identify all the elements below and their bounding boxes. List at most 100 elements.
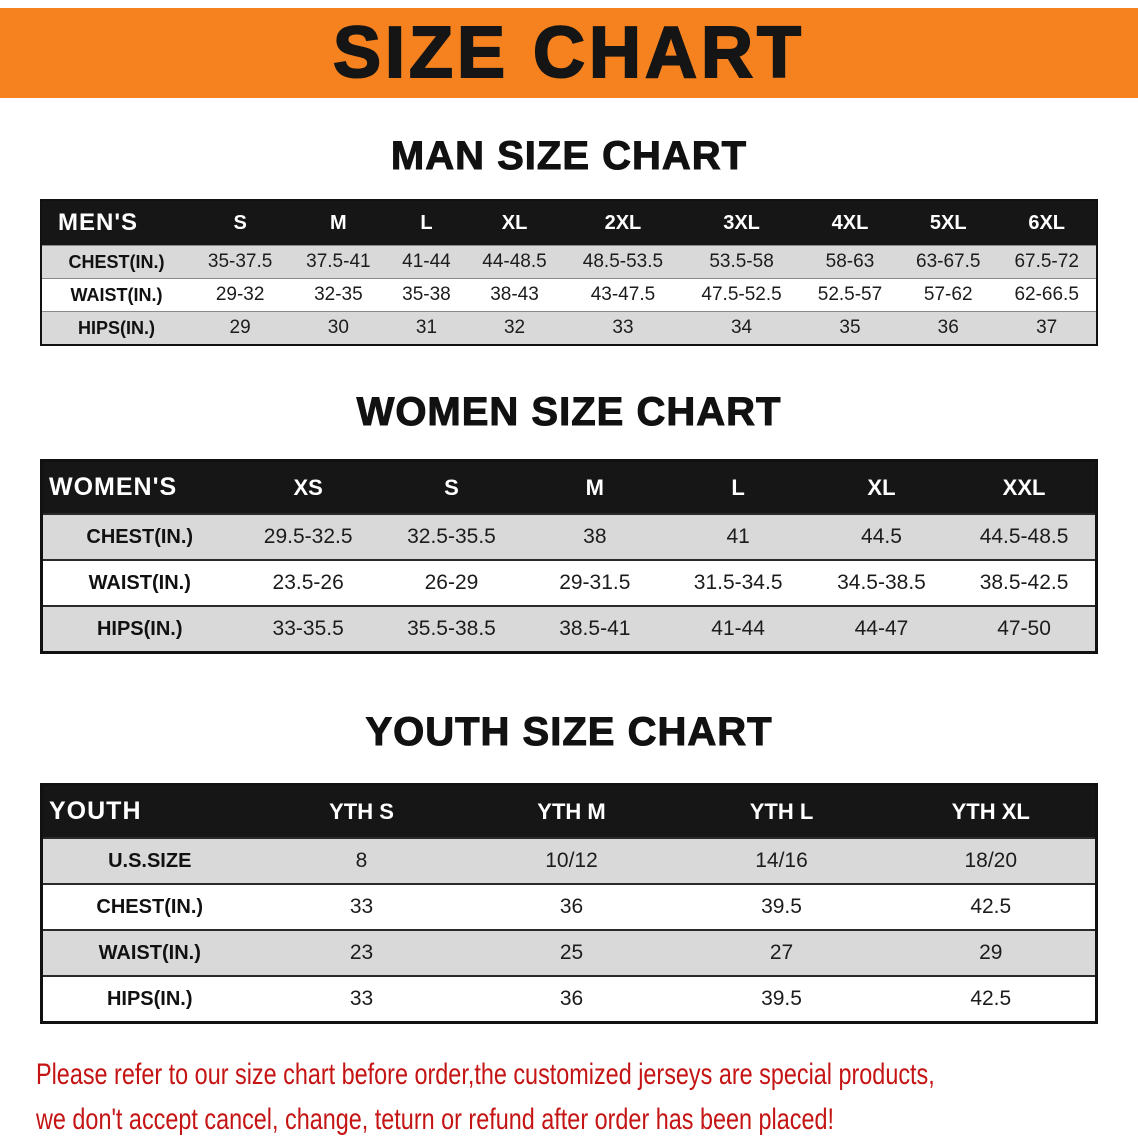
size-header-cell: L — [387, 200, 466, 246]
measurement-value-cell: 33-35.5 — [272, 617, 344, 640]
measurement-value-cell: 32 — [503, 317, 526, 338]
measurement-value-cell: 62-66.5 — [1014, 284, 1079, 305]
measurement-value-cell: 26-29 — [424, 571, 479, 594]
measurement-value-cell: 34 — [730, 317, 753, 338]
size-chart-page: SIZE CHART MAN SIZE CHART MEN'S S M L XL 2XL 3… — [0, 8, 1138, 1141]
table-header-row: WOMEN'S XS S M L XL XXL — [41, 460, 1097, 514]
measurement-value-cell: 58-63 — [825, 251, 875, 272]
size-header-cell: S — [191, 200, 290, 246]
measurement-value-cell: 31.5-34.5 — [693, 571, 783, 594]
size-header-cell: XL — [465, 200, 564, 246]
measurement-value-cell: 38-43 — [490, 284, 539, 305]
table-row: U.S.SIZE 8 10/12 14/16 18/20 — [41, 838, 1097, 884]
size-header-cell: M — [523, 460, 667, 514]
measurement-value-cell: 38 — [583, 525, 607, 548]
size-header-cell: 3XL — [682, 200, 801, 246]
youth-size-section: YOUTH SIZE CHART YOUTH YTH S YTH M YTH L YTH… — [0, 710, 1138, 1024]
measurement-label-cell: CHEST(IN.) — [86, 525, 194, 548]
measurement-value-cell: 38.5-41 — [559, 617, 631, 640]
measurement-value-cell: 27 — [769, 941, 794, 964]
measurement-value-cell: 37 — [1036, 317, 1058, 338]
size-header-cell: 4XL — [800, 200, 900, 246]
measurement-value-cell: 33 — [612, 317, 634, 338]
table-row: HIPS(IN.) 29 30 31 32 33 34 35 36 37 — [41, 311, 1097, 345]
size-header-cell: S — [379, 460, 524, 514]
measurement-value-cell: 52.5-57 — [817, 284, 883, 305]
size-header-cell: YTH S — [256, 784, 467, 838]
measurement-value-cell: 33 — [349, 895, 374, 918]
measurement-value-cell: 35 — [839, 317, 861, 338]
measurement-value-cell: 36 — [937, 317, 959, 338]
women-section-heading: WOMEN SIZE CHART — [356, 390, 782, 435]
table-row: CHEST(IN.) 33 36 39.5 42.5 — [41, 884, 1097, 930]
disclaimer-line-2: we don't accept cancel, change, teturn o… — [36, 1102, 834, 1136]
measurement-value-cell: 57-62 — [923, 284, 973, 305]
size-header-cell: L — [666, 460, 810, 514]
size-header-cell: YTH L — [676, 784, 887, 838]
measurement-value-cell: 34.5-38.5 — [837, 571, 926, 594]
size-header-cell: 2XL — [563, 200, 683, 246]
measurement-value-cell: 41-44 — [711, 617, 765, 640]
measurement-value-cell: 35.5-38.5 — [407, 617, 496, 640]
youth-size-table: YOUTH YTH S YTH M YTH L YTH XL U.S.SIZE 8 10/12… — [40, 783, 1098, 1024]
measurement-value-cell: 44-47 — [854, 617, 909, 640]
measurement-label-cell: HIPS(IN.) — [77, 317, 155, 338]
men-size-table: MEN'S S M L XL 2XL 3XL 4XL 5XL 6XL CHEST(IN.) 35-37… — [40, 199, 1098, 346]
table-row: HIPS(IN.) 33-35.5 35.5-38.5 38.5-41 41-44 44-… — [41, 606, 1097, 653]
table-row: CHEST(IN.) 35-37.5 37.5-41 41-44 44-48.5 48.5… — [41, 245, 1097, 279]
measurement-label-cell: U.S.SIZE — [108, 849, 192, 872]
measurement-value-cell: 29-32 — [215, 284, 265, 305]
measurement-value-cell: 29 — [979, 941, 1003, 964]
measurement-value-cell: 35-38 — [402, 284, 451, 305]
size-header-cell: XS — [236, 460, 380, 514]
measurement-label-cell: WAIST(IN.) — [70, 284, 163, 305]
size-header-cell: M — [289, 200, 388, 246]
size-header-cell: XL — [809, 460, 954, 514]
size-header-cell: 6XL — [997, 200, 1097, 246]
table-row: WAIST(IN.) 23.5-26 26-29 29-31.5 31.5-34.5 34… — [41, 560, 1097, 606]
youth-section-heading: YOUTH SIZE CHART — [365, 710, 773, 755]
measurement-value-cell: 44-48.5 — [482, 251, 547, 272]
size-header-cell: XXL — [953, 460, 1097, 514]
measurement-value-cell: 32-35 — [314, 284, 363, 305]
measurement-value-cell: 23.5-26 — [272, 571, 344, 594]
disclaimer: Please refer to our size chart before or… — [0, 1054, 1138, 1141]
page-title: SIZE CHART — [332, 12, 805, 94]
table-title-cell: YOUTH — [41, 784, 257, 838]
table-row: HIPS(IN.) 33 36 39.5 42.5 — [41, 976, 1097, 1023]
measurement-label-cell: HIPS(IN.) — [96, 617, 183, 640]
measurement-value-cell: 47.5-52.5 — [701, 284, 782, 305]
measurement-value-cell: 44.5 — [861, 525, 902, 548]
size-header-cell: YTH M — [466, 784, 677, 838]
table-header-row: MEN'S S M L XL 2XL 3XL 4XL 5XL 6XL — [41, 200, 1097, 246]
measurement-value-cell: 25 — [559, 941, 584, 964]
women-size-table: WOMEN'S XS S M L XL XXL CHEST(IN.) 29.5-32.5 32.5… — [40, 459, 1098, 654]
measurement-value-cell: 23 — [349, 941, 374, 964]
measurement-value-cell: 31 — [415, 317, 438, 338]
measurement-value-cell: 53.5-58 — [709, 251, 774, 272]
size-header-cell: YTH XL — [886, 784, 1097, 838]
measurement-value-cell: 30 — [327, 317, 349, 338]
measurement-value-cell: 14/16 — [755, 849, 808, 872]
measurement-label-cell: CHEST(IN.) — [96, 895, 204, 918]
measurement-value-cell: 63-67.5 — [916, 251, 981, 272]
measurement-label-cell: WAIST(IN.) — [98, 941, 201, 964]
measurement-value-cell: 47-50 — [997, 617, 1051, 640]
table-row: CHEST(IN.) 29.5-32.5 32.5-35.5 38 41 44.5 44.5… — [41, 514, 1097, 560]
measurement-value-cell: 10/12 — [545, 849, 598, 872]
measurement-label-cell: CHEST(IN.) — [68, 251, 165, 272]
men-section-heading: MAN SIZE CHART — [390, 134, 748, 179]
men-size-section: MAN SIZE CHART MEN'S S M L XL 2XL 3XL 4XL 5XL 6XL… — [0, 134, 1138, 346]
measurement-value-cell: 38.5-42.5 — [979, 571, 1069, 594]
measurement-value-cell: 32.5-35.5 — [407, 525, 496, 548]
measurement-value-cell: 41-44 — [402, 251, 451, 272]
measurement-value-cell: 48.5-53.5 — [582, 251, 664, 272]
measurement-value-cell: 42.5 — [970, 895, 1012, 918]
measurement-value-cell: 37.5-41 — [306, 251, 371, 272]
measurement-value-cell: 18/20 — [964, 849, 1018, 872]
measurement-label-cell: HIPS(IN.) — [106, 987, 193, 1010]
measurement-value-cell: 8 — [355, 849, 368, 872]
women-size-section: WOMEN SIZE CHART WOMEN'S XS S M L XL XXL CHEST(… — [0, 390, 1138, 654]
table-title-cell: WOMEN'S — [41, 460, 237, 514]
table-header-row: YOUTH YTH S YTH M YTH L YTH XL — [41, 784, 1097, 838]
